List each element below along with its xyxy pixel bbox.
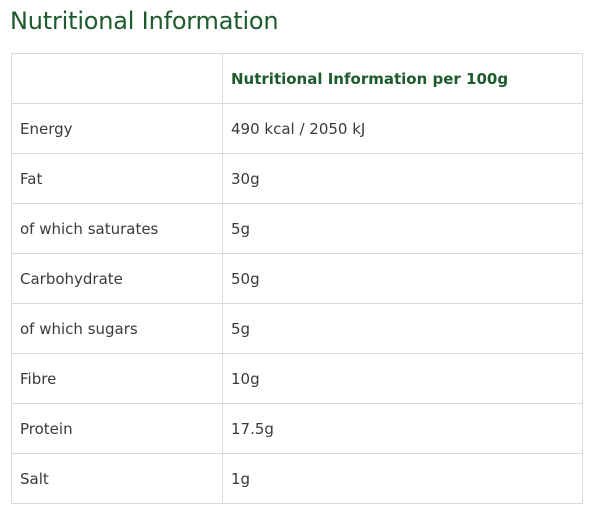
nutrient-label: Protein: [11, 403, 223, 454]
nutrient-value: 5g: [222, 303, 583, 354]
nutrient-value: 30g: [222, 153, 583, 204]
header-value-cell: Nutritional Information per 100g: [222, 53, 583, 104]
nutrient-label: Energy: [11, 103, 223, 154]
nutrient-label: Fat: [11, 153, 223, 204]
nutrition-table: Nutritional Information per 100g Energy …: [11, 53, 583, 504]
nutrient-label: of which sugars: [11, 303, 223, 354]
table-row: of which saturates 5g: [11, 203, 583, 254]
nutrient-label: of which saturates: [11, 203, 223, 254]
nutrient-value: 1g: [222, 453, 583, 504]
nutrient-label: Carbohydrate: [11, 253, 223, 304]
nutrient-value: 5g: [222, 203, 583, 254]
table-row: Energy 490 kcal / 2050 kJ: [11, 103, 583, 154]
header-label-cell: [11, 53, 223, 104]
nutrient-label: Fibre: [11, 353, 223, 404]
page-title: Nutritional Information: [10, 7, 279, 35]
nutrient-value: 17.5g: [222, 403, 583, 454]
nutrient-value: 50g: [222, 253, 583, 304]
nutrient-value: 10g: [222, 353, 583, 404]
nutrient-label: Salt: [11, 453, 223, 504]
table-row: Protein 17.5g: [11, 403, 583, 454]
table-row: Fibre 10g: [11, 353, 583, 404]
nutrient-value: 490 kcal / 2050 kJ: [222, 103, 583, 154]
table-row: Carbohydrate 50g: [11, 253, 583, 304]
table-row: Salt 1g: [11, 453, 583, 504]
table-header-row: Nutritional Information per 100g: [11, 53, 583, 104]
table-row: Fat 30g: [11, 153, 583, 204]
table-row: of which sugars 5g: [11, 303, 583, 354]
